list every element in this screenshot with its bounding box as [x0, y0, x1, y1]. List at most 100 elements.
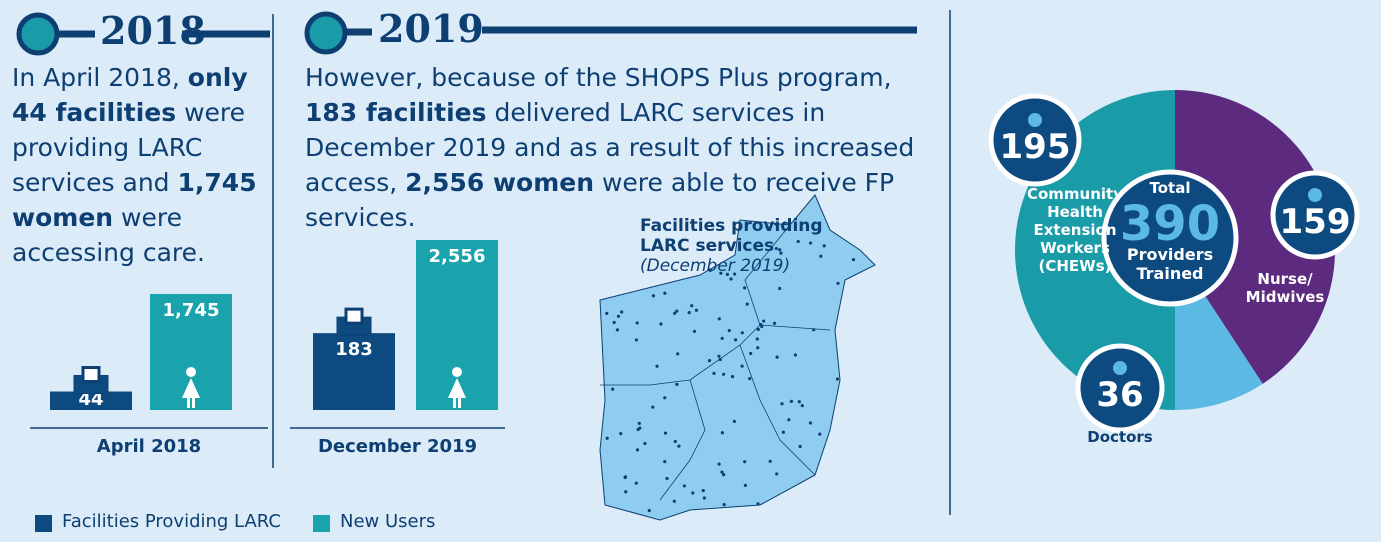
map-dot: [793, 353, 798, 357]
bar: [313, 333, 395, 410]
map-dot: [730, 375, 735, 379]
map-dot: [655, 364, 659, 368]
map-dot: [677, 444, 681, 448]
map-dot: [651, 294, 656, 298]
map-dot: [647, 508, 651, 513]
map: [599, 194, 876, 521]
map-dot: [663, 291, 667, 295]
map-dot: [759, 322, 763, 327]
map-dot: [634, 481, 638, 485]
text: In April 2018,: [12, 63, 180, 92]
map-dot: [615, 328, 619, 332]
map-dot: [851, 257, 856, 262]
paragraph-2018: In April 2018, only 44 facilities were p…: [12, 60, 267, 270]
map-dot: [774, 246, 778, 251]
slice-label: Nurse/ Midwives: [1245, 270, 1325, 306]
map-borders: [600, 224, 831, 501]
map-dot: [778, 248, 782, 252]
kit-icon: [81, 366, 101, 384]
value-label: 2,556: [429, 246, 486, 267]
map-dot: [720, 431, 724, 435]
person-icon: [452, 367, 462, 377]
map-dot: [756, 346, 760, 350]
map-caption: Facilities providing LARC services (Dece…: [640, 216, 840, 276]
map-dot: [717, 317, 721, 321]
map-dot: [624, 490, 628, 494]
map-dot: [690, 304, 694, 308]
map-dot: [722, 473, 726, 477]
map-dot: [643, 441, 647, 446]
map-dot: [692, 329, 697, 333]
map-dot: [729, 277, 733, 281]
map-dot: [743, 460, 747, 464]
text: were able to receive FP services.: [305, 168, 895, 232]
map-dot: [756, 502, 760, 506]
map-dot: [727, 329, 731, 333]
map-dot: [808, 421, 813, 425]
map-dot: [775, 472, 779, 476]
text: were accessing care.: [12, 203, 205, 267]
map-dot: [720, 470, 724, 474]
map-dot: [616, 314, 621, 318]
map-dot: [707, 359, 712, 363]
map-dot: [663, 431, 668, 435]
map-dot: [796, 239, 800, 244]
map-dot: [732, 419, 736, 423]
map-dot: [836, 281, 840, 285]
value-label: 183: [335, 339, 373, 360]
map-dot: [800, 404, 804, 408]
value-badge: [988, 93, 1082, 187]
year-label: 2018: [100, 8, 206, 53]
map-dot: [691, 491, 695, 495]
person-icon: [448, 378, 466, 408]
map-dot: [634, 338, 638, 342]
map-dot: [789, 399, 794, 403]
value-label: 195: [1000, 127, 1071, 167]
map-dot: [733, 338, 738, 342]
legend-swatch: [313, 515, 330, 532]
total-caption: Providers Trained: [1126, 245, 1214, 283]
map-dot: [787, 418, 791, 422]
map-dot: [694, 308, 699, 312]
text: However, because of the SHOPS Plus progr…: [305, 63, 892, 92]
map-dot: [673, 439, 677, 444]
kit-icon: [344, 307, 364, 325]
map-dot: [797, 400, 801, 404]
value-label: 36: [1096, 375, 1143, 415]
map-dot: [822, 244, 826, 248]
map-subtitle: (December 2019): [640, 256, 791, 276]
slice-label: Community Health Extension Workers (CHEW…: [1026, 185, 1124, 275]
legend-label: New Users: [340, 511, 436, 532]
map-dot: [702, 496, 706, 500]
bold-text: 1,745 women: [12, 168, 257, 232]
map-dot: [619, 431, 623, 436]
map-dot: [673, 311, 677, 315]
bar: [50, 391, 132, 410]
map-dot: [755, 337, 759, 341]
value-badge: [1270, 170, 1360, 260]
map-dot: [775, 355, 779, 359]
map-dot: [712, 371, 716, 375]
map-dot: [798, 444, 802, 449]
map-dot: [708, 268, 712, 272]
map-dot: [808, 241, 813, 245]
total-badge: [1101, 169, 1239, 307]
badge-icon: [1028, 113, 1042, 127]
map-dot: [835, 377, 840, 381]
paragraph-2019: However, because of the SHOPS Plus progr…: [305, 60, 915, 235]
map-dot: [722, 372, 726, 376]
x-category-label: April 2018: [96, 436, 202, 457]
map-dot: [749, 351, 753, 356]
map-dot: [722, 503, 726, 507]
map-dot: [659, 322, 663, 326]
map-dot: [676, 352, 680, 356]
map-dot: [742, 286, 747, 290]
map-dot: [701, 488, 705, 493]
map-dot: [812, 328, 816, 332]
value-label: 159: [1280, 202, 1351, 242]
map-dot: [733, 272, 737, 276]
map-dot: [725, 272, 729, 276]
slice-label: Doctors: [1087, 428, 1153, 446]
